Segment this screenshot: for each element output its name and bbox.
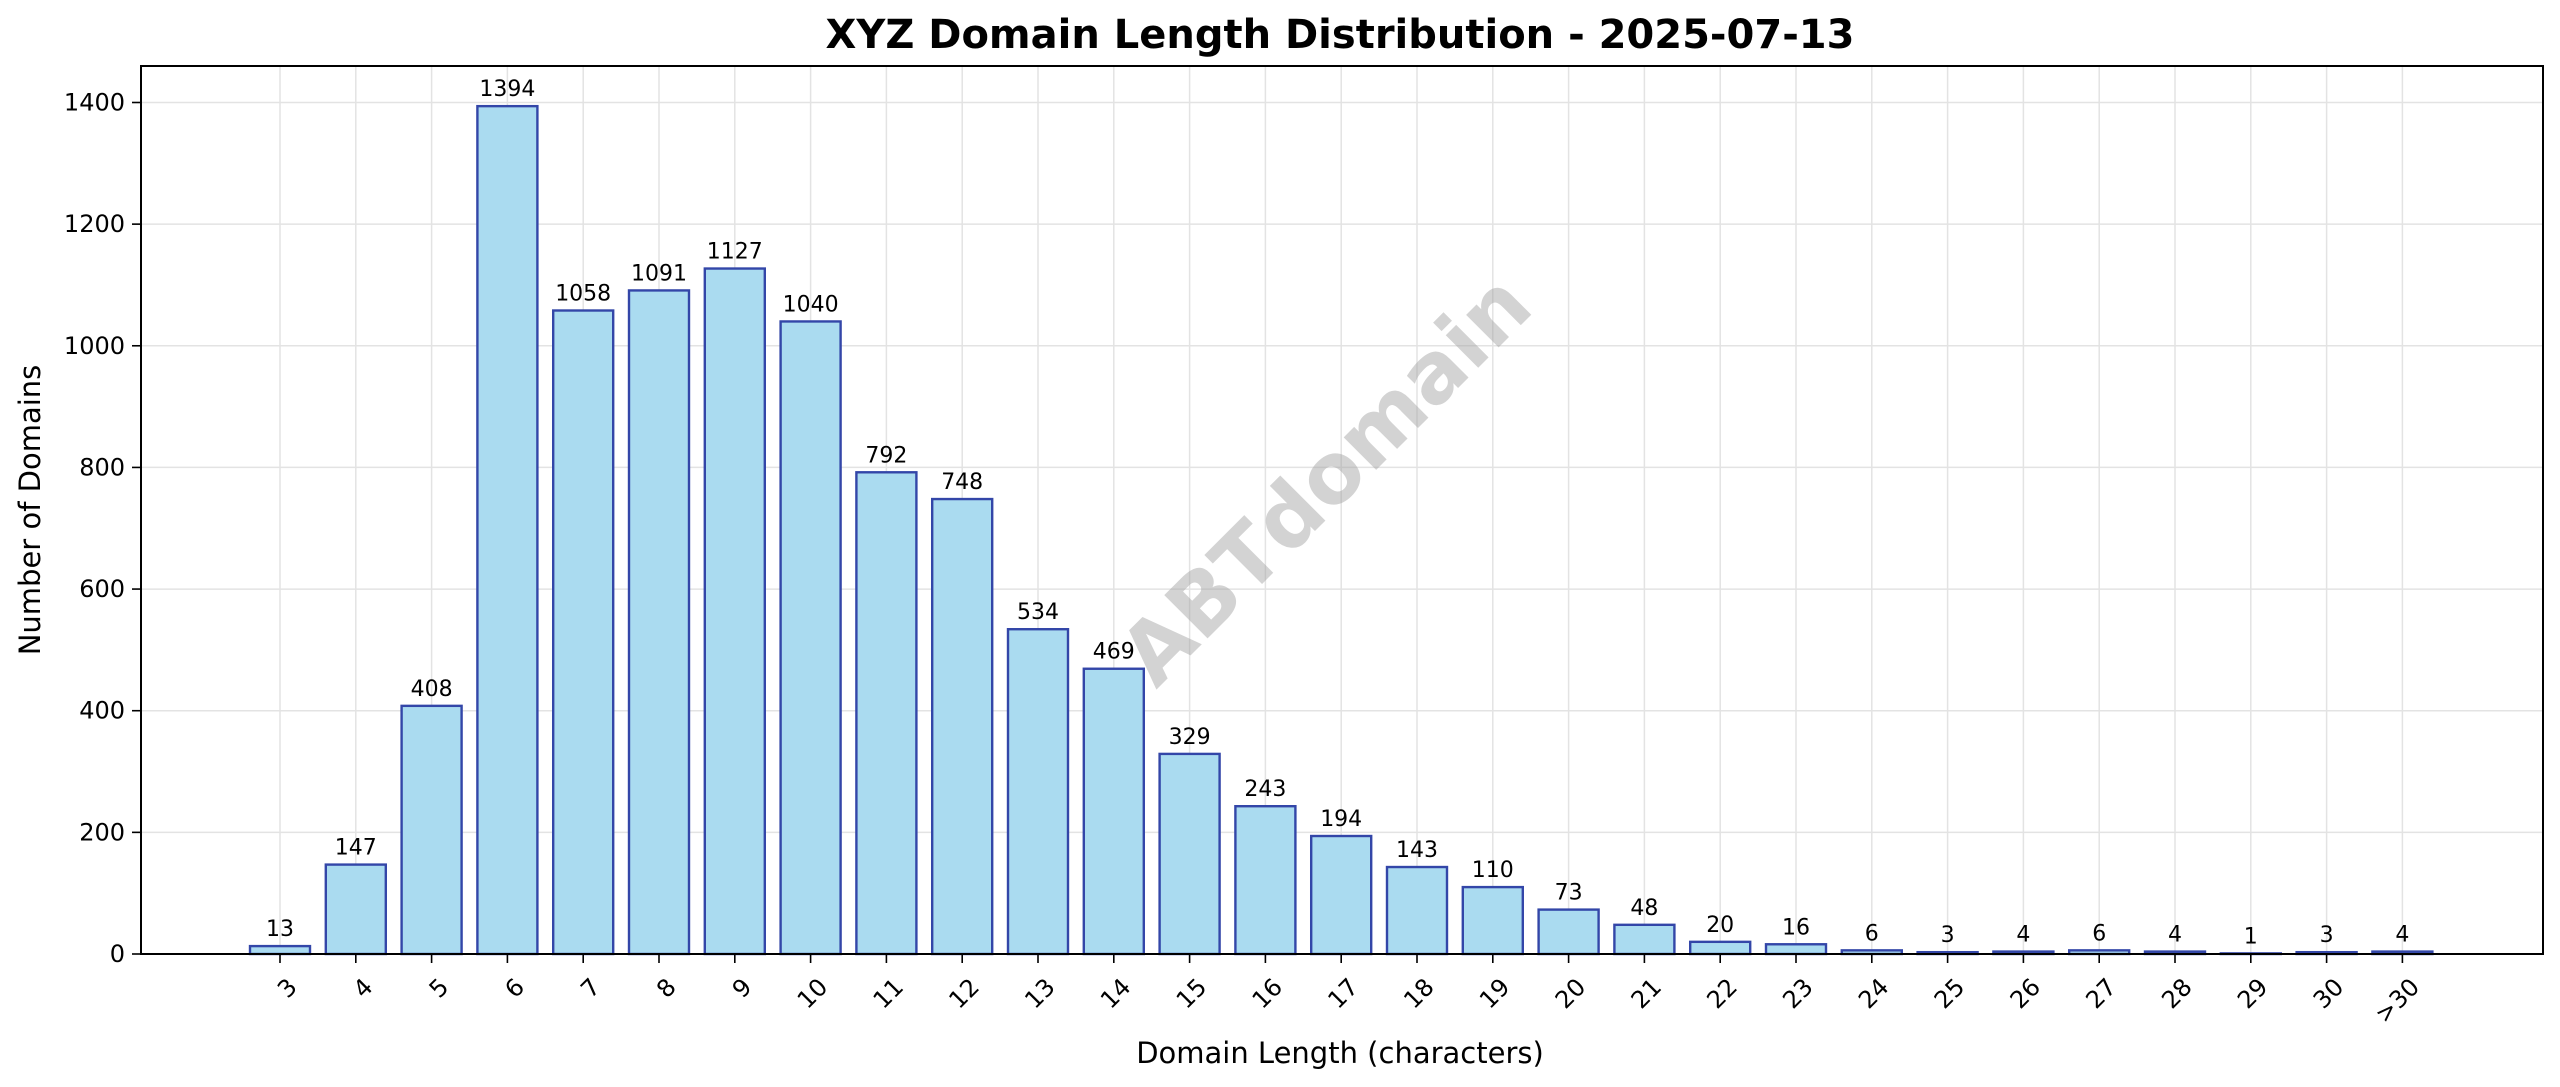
data-label: 4 [2168, 923, 2182, 948]
data-labels: 1314740813941058109111271040792748534469… [266, 77, 2409, 949]
bar [1082, 667, 1146, 956]
y-axis-label: Number of Domains [13, 365, 47, 656]
data-label: 147 [335, 836, 377, 861]
bar [703, 267, 766, 956]
data-label: 534 [1017, 600, 1059, 625]
bar [1309, 834, 1373, 956]
data-label: 329 [1169, 725, 1211, 750]
y-tick-label: 600 [79, 575, 125, 603]
data-label: 3 [2320, 923, 2334, 948]
x-tick-label: 9 [727, 973, 758, 1004]
x-tick-label: 30 [2308, 973, 2349, 1014]
bar [1764, 943, 1828, 956]
data-label: 1040 [783, 292, 839, 317]
data-label: 4 [2395, 923, 2409, 948]
x-tick-label: 22 [1701, 973, 1742, 1014]
y-tick-label: 1400 [64, 88, 125, 116]
x-tick-label: 19 [1474, 973, 1515, 1014]
bar [400, 704, 463, 956]
data-label: 1058 [555, 282, 611, 307]
data-label: 3 [1941, 923, 1955, 948]
bar [931, 497, 994, 956]
x-tick-label: 25 [1929, 973, 1970, 1014]
x-tick-label: 23 [1777, 973, 1818, 1014]
data-label: 110 [1472, 858, 1514, 883]
x-tick-label: >30 [2369, 973, 2425, 1029]
x-tick-label: 26 [2005, 973, 2046, 1014]
data-label: 4 [2016, 923, 2030, 948]
bar [1688, 940, 1752, 956]
data-label: 6 [2092, 921, 2106, 946]
x-tick-label: 4 [348, 973, 379, 1004]
x-tick-label: 12 [943, 973, 984, 1014]
data-label: 1394 [479, 77, 535, 102]
watermark: ABTdomain [1101, 255, 1550, 704]
bar [1385, 865, 1449, 956]
y-tick-label: 200 [79, 818, 125, 846]
data-label: 469 [1093, 640, 1135, 665]
data-label: 143 [1396, 838, 1438, 863]
bar [476, 104, 539, 956]
bar [779, 320, 842, 956]
x-tick-label: 28 [2156, 973, 2197, 1014]
x-tick-label: 18 [1398, 973, 1439, 1014]
x-tick-label: 10 [792, 973, 833, 1014]
bar [1234, 805, 1297, 956]
x-tick-label: 17 [1322, 973, 1363, 1014]
x-tick-label: 8 [651, 973, 682, 1004]
x-tick-label: 3 [272, 973, 303, 1004]
data-label: 792 [865, 443, 907, 468]
x-tick-label: 13 [1019, 973, 1060, 1014]
x-tick-label: 16 [1247, 973, 1288, 1014]
bar [552, 309, 615, 956]
data-label: 6 [1865, 921, 1879, 946]
bar [1006, 628, 1070, 956]
data-label: 48 [1630, 896, 1658, 921]
x-tick-label: 14 [1095, 973, 1136, 1014]
y-tick-label: 1200 [64, 210, 125, 238]
x-tick-label: 21 [1626, 973, 1667, 1014]
data-label: 1091 [631, 261, 687, 286]
x-tick-label: 15 [1171, 973, 1212, 1014]
y-tick-label: 800 [79, 453, 125, 481]
x-tick-label: 11 [868, 973, 909, 1014]
y-axis: 0 200 400 600 800 1000 1200 1400 [64, 88, 141, 968]
bar [1537, 908, 1600, 956]
data-label: 20 [1706, 913, 1734, 938]
y-tick-label: 1000 [64, 332, 125, 360]
data-label: 73 [1555, 881, 1583, 906]
data-label: 1 [2244, 924, 2258, 949]
data-label: 13 [266, 917, 294, 942]
x-tick-label: 5 [424, 973, 455, 1004]
x-tick-label: 6 [499, 973, 530, 1004]
chart-title: XYZ Domain Length Distribution - 2025-07… [826, 12, 1855, 58]
x-tick-label: 24 [1853, 973, 1894, 1014]
bar [855, 471, 918, 956]
x-axis-label: Domain Length (characters) [1136, 1036, 1544, 1070]
data-label: 748 [941, 470, 983, 495]
plot-frame [140, 65, 2544, 955]
x-axis: 3 4 5 6 7 8 9 10 11 12 13 14 15 16 17 18 19 20 21 22 23 24 25 2… [272, 954, 2425, 1029]
x-tick-label: 29 [2232, 973, 2273, 1014]
data-label: 194 [1320, 807, 1362, 832]
x-tick-label: 7 [575, 973, 606, 1004]
y-tick-label: 0 [110, 940, 125, 968]
y-tick-label: 400 [79, 697, 125, 725]
bar [324, 863, 387, 956]
x-tick-label: 27 [2080, 973, 2121, 1014]
data-label: 243 [1244, 777, 1286, 802]
x-tick-label: 20 [1550, 973, 1591, 1014]
data-label: 1127 [707, 240, 763, 265]
bar [1158, 752, 1221, 956]
bar [248, 944, 312, 956]
bar [1461, 885, 1525, 956]
bar [1613, 923, 1676, 956]
bar [627, 289, 691, 956]
data-label: 408 [411, 677, 453, 702]
data-label: 16 [1782, 915, 1810, 940]
